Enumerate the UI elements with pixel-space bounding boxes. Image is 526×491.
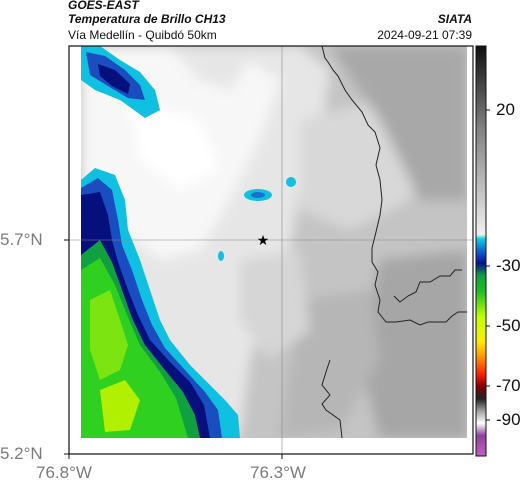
lon-label-76-3: 76.3°W (250, 463, 306, 482)
colorbar-tick-minus-50: -50 (496, 316, 521, 335)
lat-label-5-2: 5.2°N (0, 444, 43, 463)
map-frame (68, 45, 474, 455)
satellite-title: GOES-EAST (68, 0, 139, 12)
colorbar (475, 45, 490, 457)
star-marker: ★ (257, 233, 270, 249)
colorbar-tick-minus-90: -90 (496, 410, 521, 429)
colorbar-tick-minus-30: -30 (496, 256, 521, 275)
location-label: Vía Medellín - Quibdó 50km (68, 28, 217, 42)
colorbar-tick-20: 20 (496, 100, 515, 119)
graticule (69, 46, 473, 454)
satellite-imagery (81, 46, 467, 438)
colorbar-tick-minus-70: -70 (496, 376, 521, 395)
lat-label-5-7: 5.7°N (0, 230, 43, 249)
datetime-label: 2024-09-21 07:39 (377, 28, 472, 42)
product-title: Temperatura de Brillo CH13 (68, 12, 226, 26)
border-line (321, 45, 467, 439)
lon-label-76-8: 76.8°W (36, 463, 92, 482)
organization-label: SIATA (437, 12, 472, 26)
